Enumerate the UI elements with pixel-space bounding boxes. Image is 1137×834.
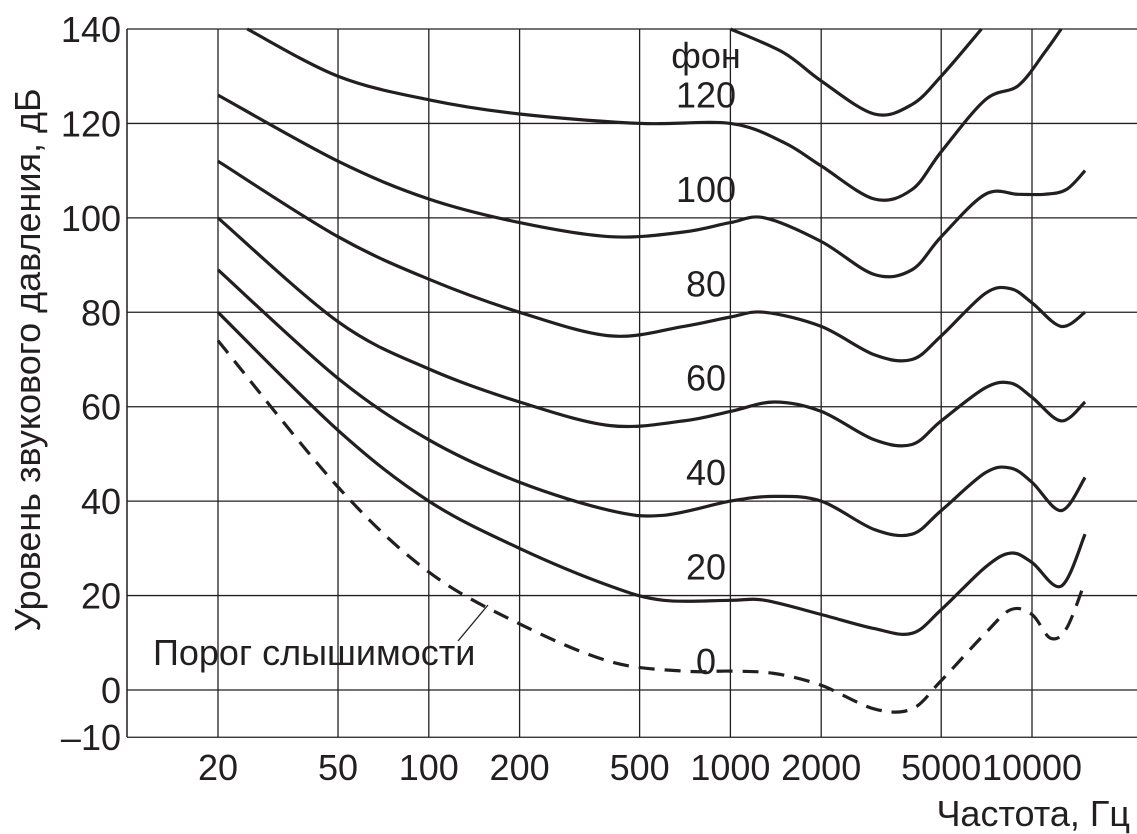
phon-label-100: 100 (676, 169, 736, 210)
loudness-curve-0 (216, 311, 1087, 636)
x-tick-label: 5000 (901, 747, 981, 788)
loudness-curve-60 (217, 159, 1087, 363)
loudness-curve-40 (216, 216, 1087, 448)
hearing-threshold-curve (216, 339, 1087, 714)
x-tick-label: 2000 (781, 747, 861, 788)
x-tick-label: 50 (318, 747, 358, 788)
phon-label-0: 0 (696, 641, 716, 682)
y-tick-label: 20 (81, 576, 121, 617)
y-tick-label: 60 (81, 387, 121, 428)
loudness-curve-120 (246, 27, 1063, 202)
phon-unit-label: фон (671, 35, 741, 76)
y-tick-label: 40 (81, 481, 121, 522)
y-tick-label: 0 (101, 670, 121, 711)
x-tick-label: 20 (198, 747, 238, 788)
y-axis-title: Уровень звукового давления, дБ (7, 88, 48, 631)
y-tick-label: 120 (61, 103, 121, 144)
x-tick-label: 100 (399, 747, 459, 788)
curve-labels: 120 100 80 60 40 20 0 Порог слышимости (153, 74, 736, 682)
y-tick-labels: 140 120 100 80 60 40 20 0 –10 (61, 9, 121, 758)
loudness-curve-80 (217, 93, 1087, 279)
x-tick-labels: 20 50 100 200 500 1000 2000 5000 10000 (198, 747, 1082, 788)
phon-label-40: 40 (686, 452, 726, 493)
y-tick-label: 140 (61, 9, 121, 50)
loudness-curve-100 (729, 27, 983, 117)
grid (126, 28, 1137, 738)
x-tick-label: 1000 (690, 747, 770, 788)
x-axis-title: Частота, Гц (936, 793, 1130, 834)
y-tick-label: 80 (81, 292, 121, 333)
x-tick-label: 10000 (982, 747, 1082, 788)
phon-label-120: 120 (676, 74, 736, 115)
x-tick-label: 500 (610, 747, 670, 788)
curves (216, 27, 1087, 714)
phon-label-20: 20 (686, 547, 726, 588)
phon-label-80: 80 (686, 263, 726, 304)
threshold-leader-line (457, 604, 489, 642)
x-tick-label: 200 (490, 747, 550, 788)
phon-label-60: 60 (686, 358, 726, 399)
loudness-curve-20 (216, 268, 1087, 538)
threshold-label: Порог слышимости (153, 632, 475, 673)
y-tick-label: 100 (61, 198, 121, 239)
y-tick-label: –10 (61, 717, 121, 758)
